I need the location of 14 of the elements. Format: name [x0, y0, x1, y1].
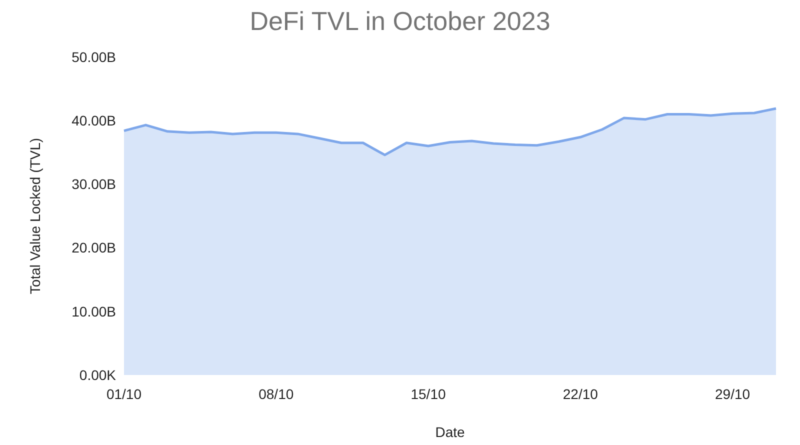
x-tick-label: 15/10	[410, 386, 446, 402]
x-tick-label: 22/10	[562, 386, 598, 402]
x-tick-label: 29/10	[715, 386, 750, 402]
y-axis-title: Total Value Locked (TVL)	[27, 138, 43, 294]
x-tick-label: 08/10	[258, 386, 294, 402]
y-tick-label: 0.00K	[79, 366, 117, 383]
y-tick-label: 50.00B	[72, 48, 116, 65]
y-tick-label: 20.00B	[72, 240, 116, 256]
y-tick-label: 30.00B	[72, 176, 116, 192]
y-tick-label: 10.00B	[72, 303, 116, 320]
x-axis-title: Date	[435, 424, 465, 440]
x-tick-label: 01/10	[106, 386, 142, 402]
y-tick-label: 40.00B	[72, 112, 116, 128]
chart-title: DeFi TVL in October 2023	[250, 6, 550, 36]
